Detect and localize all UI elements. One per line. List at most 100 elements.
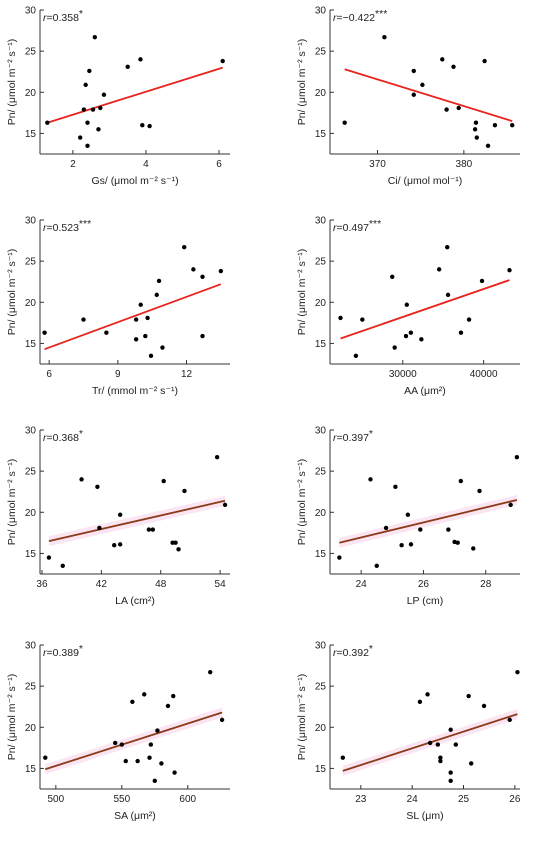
data-point [150, 527, 156, 532]
data-point [191, 267, 196, 272]
data-point [148, 353, 154, 358]
data-point [142, 692, 147, 697]
data-point [133, 317, 139, 322]
data-point [138, 57, 143, 62]
data-point [200, 333, 205, 339]
y-tick-label: 30 [25, 641, 37, 652]
data-point [455, 540, 460, 545]
y-axis-label: Pn/ (μmol m⁻² s⁻¹) [6, 674, 18, 761]
y-tick-label: 30 [315, 216, 327, 227]
data-point [147, 123, 152, 129]
y-tick-label: 30 [25, 6, 37, 17]
significance-marker: * [79, 643, 83, 655]
data-point [507, 717, 512, 723]
data-point [125, 64, 130, 69]
data-point [418, 527, 423, 532]
data-point [42, 330, 47, 335]
data-point [98, 105, 103, 111]
x-tick-label: 6 [216, 159, 222, 170]
data-point [143, 333, 148, 339]
data-point [411, 92, 416, 97]
x-tick-label: 380 [456, 159, 473, 170]
x-axis-label: Gs/ (μmol m⁻² s⁻¹) [91, 175, 178, 187]
chart-panel-1: 15 20 25 30 2 4 6 r=0.358* Gs/ (μmol m⁻² s⁻¹) Pn/… [6, 6, 230, 187]
x-axis-label: LP (cm) [407, 595, 444, 607]
data-point [156, 278, 162, 284]
data-point [147, 755, 152, 760]
x-tick-label: 23 [355, 794, 367, 805]
data-point [466, 693, 471, 699]
y-tick-label: 20 [25, 723, 37, 734]
data-point [411, 68, 416, 74]
x-tick-label: 24 [407, 794, 419, 805]
r-value: =0.389 [47, 647, 80, 659]
significance-marker: *** [375, 8, 387, 20]
y-tick-label: 15 [25, 764, 37, 775]
y-tick-label: 25 [25, 47, 37, 58]
data-point [390, 274, 395, 279]
data-point [171, 693, 176, 699]
data-point [448, 778, 453, 783]
y-tick-label: 30 [315, 641, 327, 652]
r-symbol: r [43, 222, 47, 234]
y-tick-label: 25 [315, 467, 327, 478]
x-tick-label: 600 [179, 794, 196, 805]
data-point [508, 502, 513, 508]
data-point [152, 778, 157, 783]
r-value: =0.358 [47, 12, 80, 24]
x-tick-label: 36 [36, 579, 48, 590]
y-tick-label: 15 [315, 549, 327, 560]
data-point [119, 742, 125, 747]
data-point [492, 123, 498, 128]
data-point [138, 302, 143, 307]
data-point [160, 345, 165, 350]
y-tick-label: 20 [315, 88, 327, 99]
x-tick-label: 12 [181, 369, 193, 380]
data-point [405, 512, 411, 517]
r-value: =−0.422 [337, 12, 376, 24]
x-axis-label: Tr/ (mmol m⁻² s⁻¹) [92, 385, 178, 397]
data-point [360, 317, 365, 322]
data-point [515, 669, 520, 675]
r-value: =0.497 [337, 222, 370, 234]
chart-panel-5: 15 20 25 30 36 42 48 54 r=0.368* LA (cm²) Pn/ (μmo… [6, 426, 230, 607]
data-point [90, 107, 96, 112]
data-point [117, 542, 123, 547]
data-point [481, 703, 487, 709]
x-tick-label: 26 [418, 579, 430, 590]
y-tick-label: 25 [25, 257, 37, 268]
r-value: =0.523 [47, 222, 80, 234]
y-axis-label: Pn/ (μmol m⁻² s⁻¹) [6, 459, 18, 546]
y-tick-label: 30 [25, 216, 37, 227]
data-point [435, 742, 441, 747]
data-point [60, 563, 65, 568]
fit-line [339, 499, 518, 544]
x-tick-label: 48 [155, 579, 167, 590]
data-point [43, 755, 48, 760]
data-point [208, 669, 213, 675]
data-point [46, 555, 52, 560]
y-tick-label: 20 [25, 88, 37, 99]
r-symbol: r [43, 647, 47, 659]
y-tick-label: 30 [315, 6, 327, 17]
y-tick-label: 20 [315, 508, 327, 519]
data-point [408, 542, 414, 547]
r-symbol: r [43, 12, 47, 24]
data-point [176, 547, 181, 552]
data-point [393, 484, 398, 489]
data-point [404, 302, 410, 307]
data-point [445, 244, 450, 250]
y-axis-label: Pn/ (μmol m⁻² s⁻¹) [6, 249, 18, 336]
y-axis-label: Pn/ (μmol m⁻² s⁻¹) [296, 39, 308, 126]
y-axis-label: Pn/ (μmol m⁻² s⁻¹) [296, 674, 308, 761]
x-tick-label: 42 [96, 579, 108, 590]
fit-line [48, 499, 226, 542]
data-point [469, 761, 474, 766]
x-tick-label: 4 [143, 159, 149, 170]
x-tick-label: 28 [480, 579, 492, 590]
data-point [96, 127, 101, 132]
x-tick-label: 550 [113, 794, 130, 805]
data-point [382, 34, 387, 40]
data-point [112, 543, 117, 548]
r-value: =0.397 [337, 432, 370, 444]
